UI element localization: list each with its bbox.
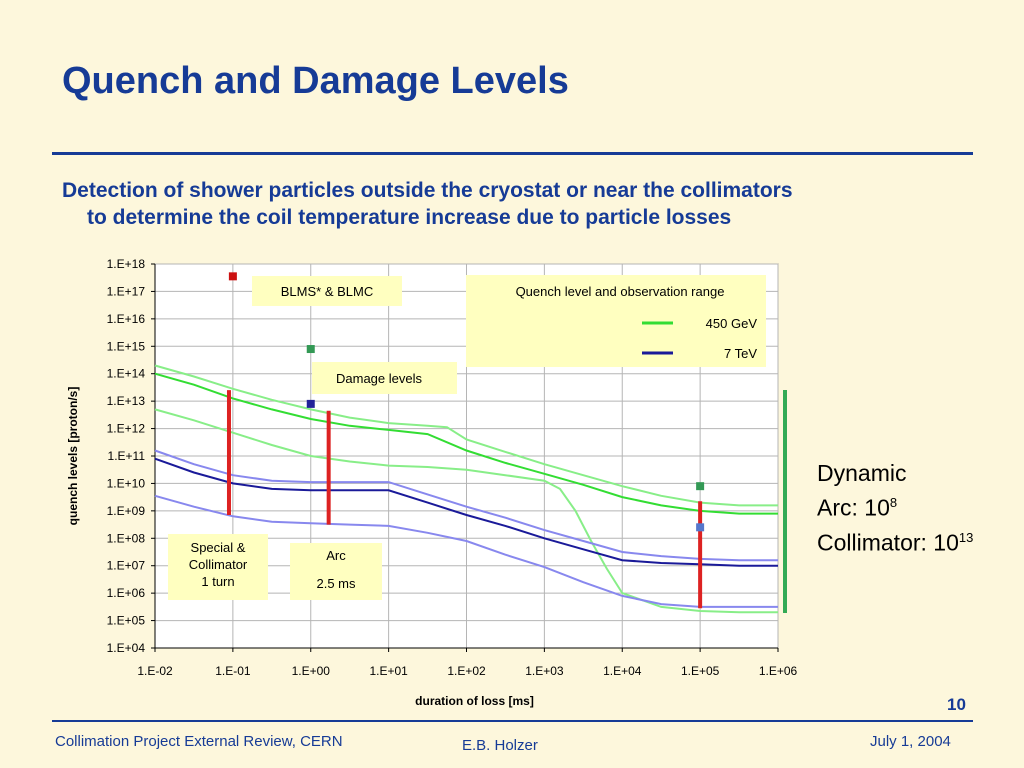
x-tick-label: 1.E+04 (603, 664, 642, 678)
y-tick-label: 1.E+13 (107, 394, 146, 408)
quench-legend-box (466, 275, 766, 367)
y-tick-label: 1.E+14 (107, 367, 146, 381)
slide-title: Quench and Damage Levels (62, 60, 569, 102)
y-tick-label: 1.E+18 (107, 257, 146, 271)
x-tick-label: 1.E+03 (525, 664, 564, 678)
x-tick-label: 1.E+01 (369, 664, 408, 678)
dynamic-range-note: Dynamic Arc: 108 Collimator: 1013 (817, 459, 973, 557)
subtitle-line-2: to determine the coil temperature increa… (87, 206, 732, 229)
footer-center: E.B. Holzer (462, 737, 538, 754)
x-tick-label: 1.E+02 (447, 664, 486, 678)
legend-label: 7 TeV (724, 346, 757, 361)
x-tick-label: 1.E-01 (215, 664, 251, 678)
y-tick-label: 1.E+17 (107, 284, 146, 298)
y-tick-label: 1.E+06 (107, 586, 146, 600)
damage-level-marker (306, 345, 315, 354)
x-axis-label: duration of loss [ms] (415, 694, 534, 708)
x-tick-label: 1.E+06 (759, 664, 798, 678)
y-axis-label: quench levels [proton/s] (66, 387, 80, 526)
dynamic-coll-exponent: 13 (958, 529, 974, 545)
damage-level-marker (228, 272, 237, 281)
footer-divider (52, 720, 973, 722)
series-line-5 (154, 494, 778, 608)
x-tick-label: 1.E+00 (292, 664, 331, 678)
damage-level-marker (696, 482, 705, 491)
quench-legend-title: Quench level and observation range (516, 284, 725, 299)
damage-level-marker (306, 399, 315, 408)
y-tick-label: 1.E+04 (107, 641, 146, 655)
y-tick-label: 1.E+07 (107, 559, 146, 573)
special-collimator-label: Collimator (189, 557, 248, 572)
y-tick-label: 1.E+05 (107, 614, 146, 628)
arc-box (290, 543, 382, 600)
y-tick-label: 1.E+09 (107, 504, 146, 518)
series-line-1 (154, 364, 778, 507)
title-divider (52, 152, 973, 155)
blms-label-box (252, 276, 402, 306)
y-tick-label: 1.E+12 (107, 422, 146, 436)
dynamic-arc: Arc: 108 (817, 488, 973, 523)
special-collimator-label: Special & (191, 540, 246, 555)
slide-subtitle: Detection of shower particles outside th… (62, 177, 972, 231)
y-tick-label: 1.E+15 (107, 339, 146, 353)
x-tick-label: 1.E-02 (137, 664, 173, 678)
special-collimator-label: 1 turn (201, 574, 234, 589)
damage-label: Damage levels (336, 371, 422, 386)
x-tick-label: 1.E+05 (681, 664, 720, 678)
page-number: 10 (947, 695, 966, 714)
y-tick-label: 1.E+11 (108, 449, 146, 463)
y-tick-label: 1.E+10 (107, 476, 146, 490)
series-line-4 (154, 449, 778, 562)
footer-left: Collimation Project External Review, CER… (55, 733, 343, 750)
blms-label: BLMS* & BLMC (281, 284, 373, 299)
legend-label: 450 GeV (706, 316, 758, 331)
series-line-3 (154, 457, 778, 567)
arc-label: Arc (326, 548, 346, 563)
footer-right: July 1, 2004 (870, 733, 951, 750)
y-tick-label: 1.E+08 (107, 531, 146, 545)
damage-level-marker (696, 523, 705, 532)
damage-label-box (312, 362, 457, 394)
special-collimator-box (168, 534, 268, 600)
dynamic-arc-text: Arc: 10 (817, 494, 890, 521)
y-tick-label: 1.E+16 (107, 312, 146, 326)
arc-label: 2.5 ms (316, 576, 356, 591)
dynamic-collimator: Collimator: 1013 (817, 523, 973, 558)
dynamic-title: Dynamic (817, 460, 907, 486)
dynamic-coll-text: Collimator: 10 (817, 529, 959, 556)
series-line-2 (154, 408, 778, 614)
subtitle-line-1: Detection of shower particles outside th… (62, 179, 793, 202)
series-line-0 (154, 372, 778, 515)
dynamic-arc-exponent: 8 (889, 495, 898, 510)
